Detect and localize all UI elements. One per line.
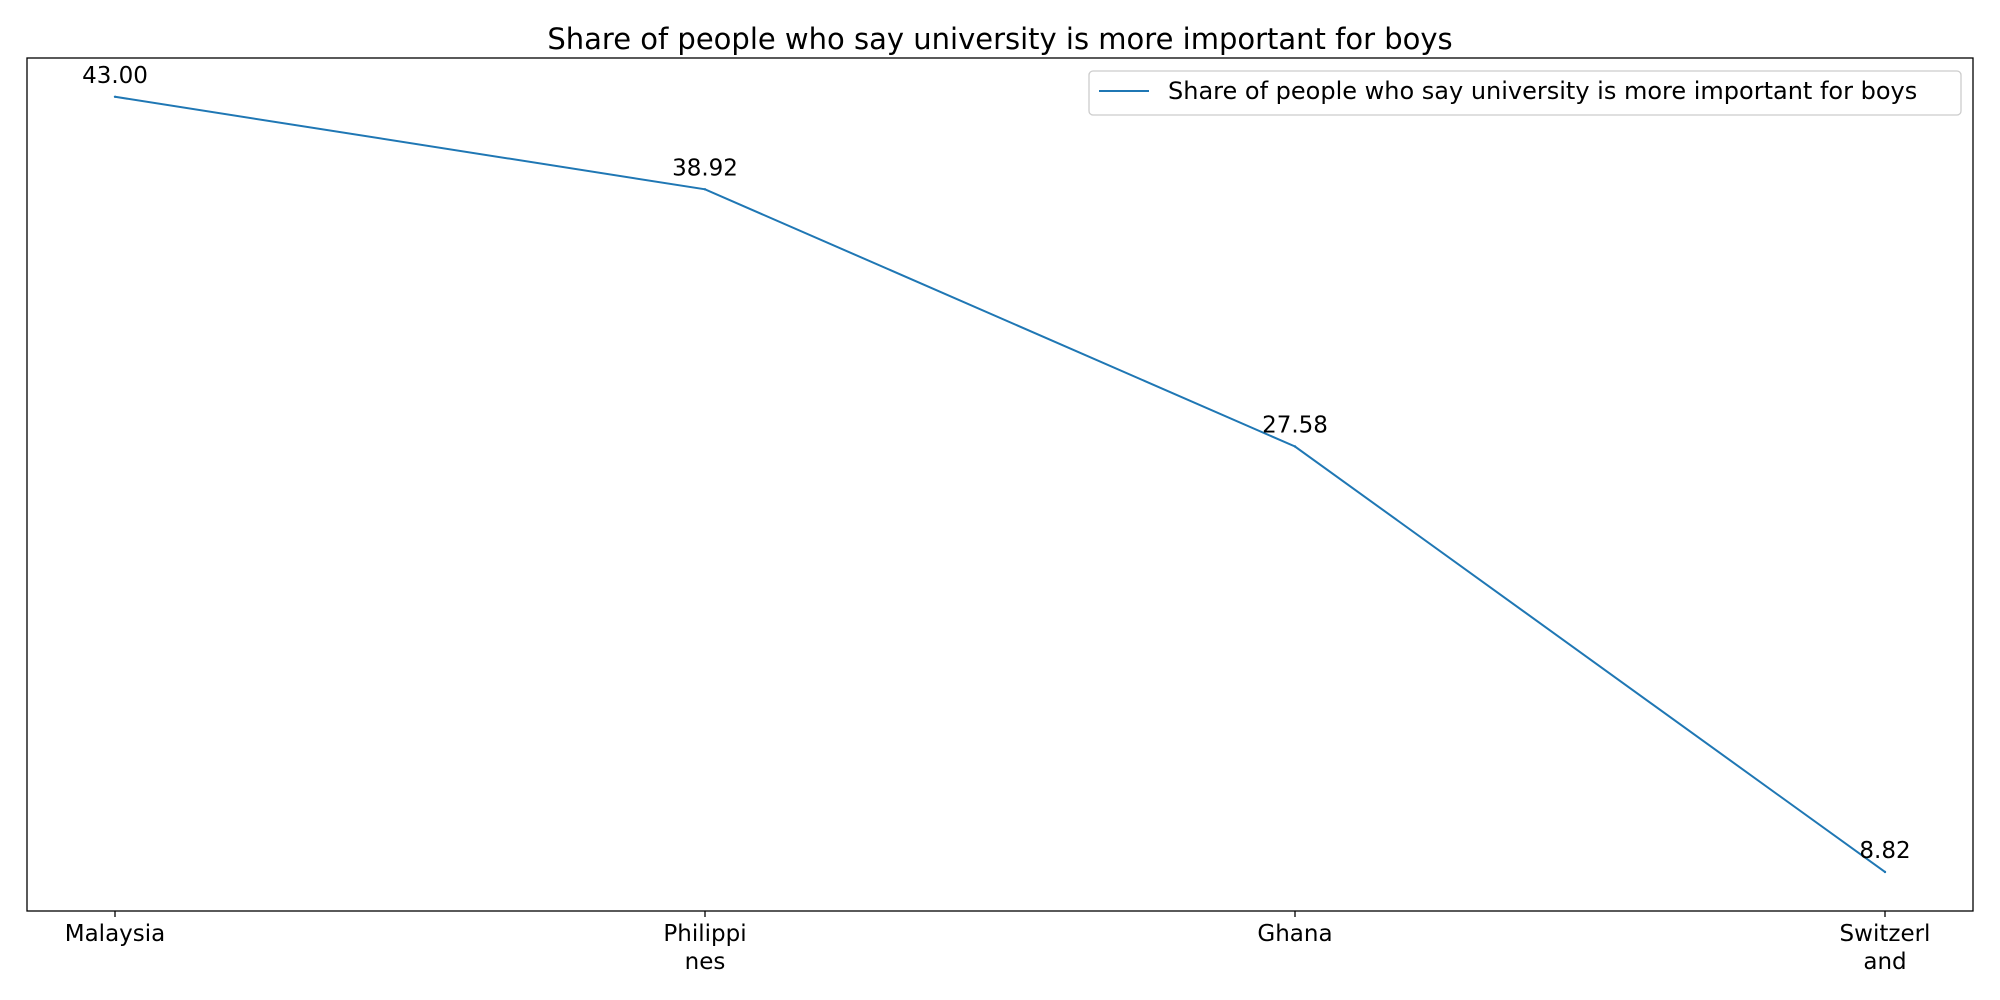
data-label: 27.58 xyxy=(1262,413,1328,439)
data-points xyxy=(113,95,1887,874)
data-label: 38.92 xyxy=(672,155,738,181)
data-labels: 43.00 38.92 27.58 8.82 xyxy=(82,63,1911,864)
series-line xyxy=(114,95,1886,873)
data-point xyxy=(1883,870,1887,874)
legend-box xyxy=(1088,70,1962,116)
x-tick-label: Ghana xyxy=(1257,921,1332,947)
x-tick-label: Malaysia xyxy=(65,921,166,947)
chart-title: Share of people who say university is mo… xyxy=(547,22,1452,56)
x-tick-label: Switzerl and xyxy=(1840,921,1931,975)
data-label: 8.82 xyxy=(1859,838,1910,864)
x-tick-label: Philippi nes xyxy=(663,921,746,975)
data-label: 43.00 xyxy=(82,63,148,89)
data-point xyxy=(703,188,707,191)
data-point xyxy=(1293,445,1297,448)
x-axis-ticks xyxy=(114,911,1886,917)
plot-area xyxy=(26,57,1974,912)
data-point xyxy=(113,95,117,98)
legend: Share of people who say university is mo… xyxy=(1088,70,1962,116)
x-axis-tick-labels: Malaysia Philippi nes Ghana Switzerl and xyxy=(65,921,1931,975)
legend-label: Share of people who say university is mo… xyxy=(1168,77,1917,105)
